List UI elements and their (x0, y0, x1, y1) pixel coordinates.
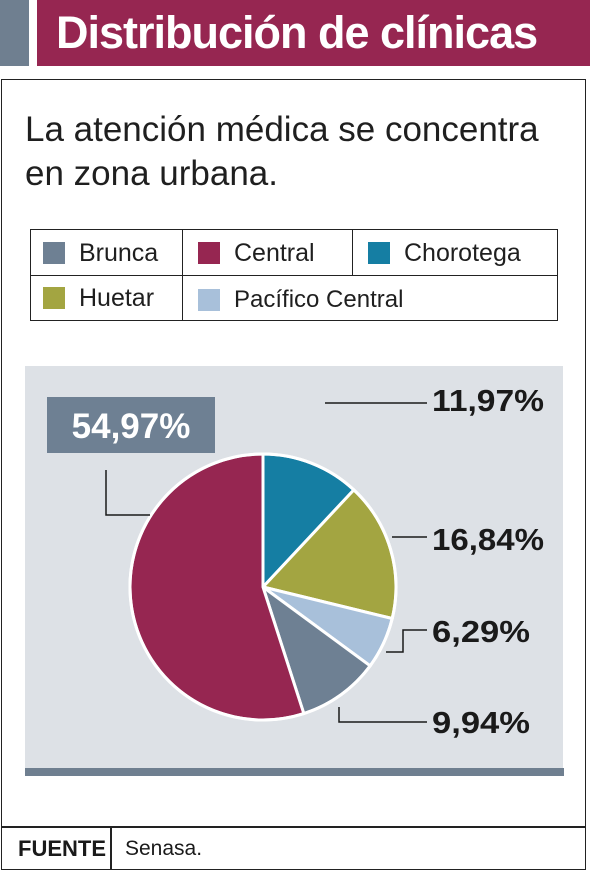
data-label: 11,97% (432, 383, 544, 418)
data-label: 54,97% (72, 407, 191, 446)
legend-swatch-central (198, 242, 220, 264)
legend-item-brunca: Brunca (43, 238, 158, 268)
data-label: 6,29% (432, 614, 530, 649)
legend-label: Pacífico Central (234, 286, 404, 313)
source-text: Senasa. (125, 837, 203, 860)
legend-item-huetar: Huetar (43, 283, 154, 313)
legend-label: Central (234, 238, 315, 267)
header-bar (37, 0, 590, 66)
data-label-box (47, 397, 215, 453)
legend-label: Brunca (79, 238, 159, 267)
leader-line (105, 470, 150, 516)
pie-rim (128, 452, 398, 722)
legend: Brunca Central Chorotega Huetar Pacífico… (30, 229, 558, 321)
chart-baseline (25, 768, 564, 776)
legend-label: Chorotega (404, 238, 521, 267)
page-title: Distribución de clínicas (56, 7, 538, 58)
legend-swatch-brunca (43, 242, 65, 264)
legend-divider (31, 275, 557, 276)
data-label: 9,94% (432, 705, 530, 740)
legend-swatch-huetar (43, 287, 65, 309)
header-accent (0, 0, 29, 66)
footer-separator (110, 827, 112, 870)
legend-item-pacifico-central: Pacífico Central (198, 285, 403, 315)
legend-swatch-pacifico-central (198, 289, 220, 311)
legend-item-chorotega: Chorotega (368, 238, 521, 268)
leader-line (338, 707, 427, 723)
legend-label: Huetar (79, 283, 155, 312)
legend-divider (352, 230, 353, 275)
infographic-frame (1, 79, 586, 870)
legend-divider (182, 230, 183, 275)
data-label: 16,84% (432, 522, 544, 557)
leader-line (386, 629, 427, 653)
source-label: FUENTE (18, 836, 106, 861)
legend-divider (182, 275, 183, 321)
legend-item-central: Central (198, 238, 315, 268)
legend-swatch-chorotega (368, 242, 390, 264)
footer-divider (1, 826, 586, 828)
subtitle: La atención médica se concentra en zona … (25, 110, 539, 193)
